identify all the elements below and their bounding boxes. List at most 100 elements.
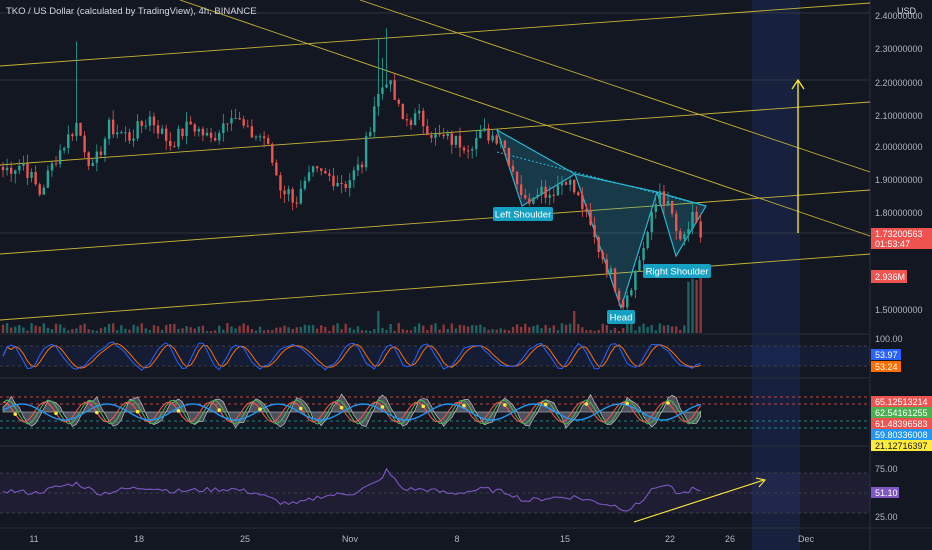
candle-body xyxy=(315,166,319,169)
volume-bar xyxy=(613,327,617,333)
pattern-left-shoulder-shape xyxy=(495,128,577,207)
candle-body xyxy=(691,211,694,230)
volume-bar xyxy=(189,327,192,333)
volume-bar xyxy=(238,325,241,333)
candle-body xyxy=(336,182,339,187)
candle-body xyxy=(654,203,657,212)
candle-body xyxy=(201,128,205,136)
candle-body xyxy=(389,80,392,85)
volume-bar xyxy=(258,326,262,333)
volume-bar xyxy=(593,330,596,333)
chart-title: TKO / US Dollar (calculated by TradingVi… xyxy=(6,6,257,17)
candle-body xyxy=(18,165,21,171)
osc-signal-dot xyxy=(666,401,670,405)
stoch-k-line xyxy=(2,341,701,371)
volume-bar xyxy=(1,324,5,333)
volume-bar xyxy=(511,326,515,333)
volume-bar xyxy=(369,330,372,333)
time-tick: 18 xyxy=(134,534,144,544)
volume-bar xyxy=(597,330,600,333)
volume-bar xyxy=(405,330,409,333)
volume-bar xyxy=(658,323,662,333)
volume-bar xyxy=(422,325,425,333)
candle-body xyxy=(205,132,209,136)
volume-bar xyxy=(462,325,466,333)
candle-body xyxy=(173,146,176,148)
right-shoulder-label: Right Shoulder xyxy=(646,267,709,278)
volume-bar xyxy=(650,324,653,333)
volume-bar xyxy=(589,329,592,333)
volume-bar xyxy=(634,330,637,333)
volume-bar xyxy=(466,326,470,333)
candle-body xyxy=(369,132,372,137)
candle-body xyxy=(156,125,160,134)
rsi-badge: 51.10 xyxy=(871,487,899,498)
volume-bar xyxy=(495,329,498,333)
candle-body xyxy=(120,132,123,134)
volume-bar xyxy=(283,325,286,333)
volume-bar xyxy=(262,330,266,333)
candle-body xyxy=(99,151,103,155)
candle-body xyxy=(446,133,449,137)
candle-body xyxy=(601,252,604,260)
candlestick-series xyxy=(1,28,702,317)
candle-body xyxy=(299,188,303,204)
svg-text:65.12513214: 65.12513214 xyxy=(875,397,928,407)
candle-body xyxy=(352,170,356,181)
volume-bar xyxy=(454,328,458,333)
candle-body xyxy=(303,180,307,189)
price-tick: 2.00000000 xyxy=(875,142,923,152)
candle-body xyxy=(638,260,641,271)
volume-bar xyxy=(528,327,531,333)
volume-bar xyxy=(132,324,135,333)
candle-body xyxy=(279,175,282,191)
time-tick: 26 xyxy=(725,534,735,544)
volume-bar xyxy=(111,323,115,333)
volume-bar xyxy=(381,327,384,333)
candle-body xyxy=(507,148,511,166)
volume-bar xyxy=(479,324,482,333)
volume-bar xyxy=(356,326,360,333)
candle-body xyxy=(124,132,127,134)
volume-bar xyxy=(173,323,176,333)
candle-body xyxy=(152,116,156,126)
volume-bar xyxy=(185,326,188,333)
volume-bar xyxy=(58,324,62,333)
time-tick: 11 xyxy=(29,534,38,544)
candle-body xyxy=(140,121,143,127)
rsi-trend-arrow xyxy=(633,477,767,523)
rsi-tick: 25.00 xyxy=(875,512,898,522)
volume-value: 2.936M xyxy=(875,272,905,282)
candle-body xyxy=(540,186,543,195)
svg-text:53.24: 53.24 xyxy=(875,362,898,372)
volume-bar xyxy=(116,330,119,333)
candle-body xyxy=(46,170,50,188)
trendlines xyxy=(0,0,871,321)
candle-body xyxy=(38,184,41,195)
candle-body xyxy=(593,224,596,238)
volume-bar xyxy=(340,329,343,333)
osc-blue-line xyxy=(2,403,701,421)
volume-bar xyxy=(71,328,74,333)
osc-signal-dot xyxy=(135,409,140,414)
volume-bar xyxy=(360,330,364,333)
candle-body xyxy=(222,123,225,134)
osc-signal-dot xyxy=(258,407,262,412)
pattern-label-left: Left Shoulder xyxy=(493,207,553,221)
time-tick: 8 xyxy=(454,534,459,544)
candle-body xyxy=(75,122,78,137)
candle-body xyxy=(54,163,58,165)
candle-body xyxy=(307,172,311,181)
volume-bar xyxy=(348,327,351,333)
volume-bar xyxy=(267,329,270,333)
volume-bar xyxy=(675,326,678,333)
candle-body xyxy=(193,124,196,132)
stoch-d-line xyxy=(2,343,701,369)
candle-body xyxy=(393,80,396,100)
candle-body xyxy=(377,93,380,107)
stoch-k-badge: 53.97 xyxy=(871,349,901,360)
candle-body xyxy=(471,149,474,151)
candle-body xyxy=(450,133,453,145)
volume-bar xyxy=(79,325,82,333)
